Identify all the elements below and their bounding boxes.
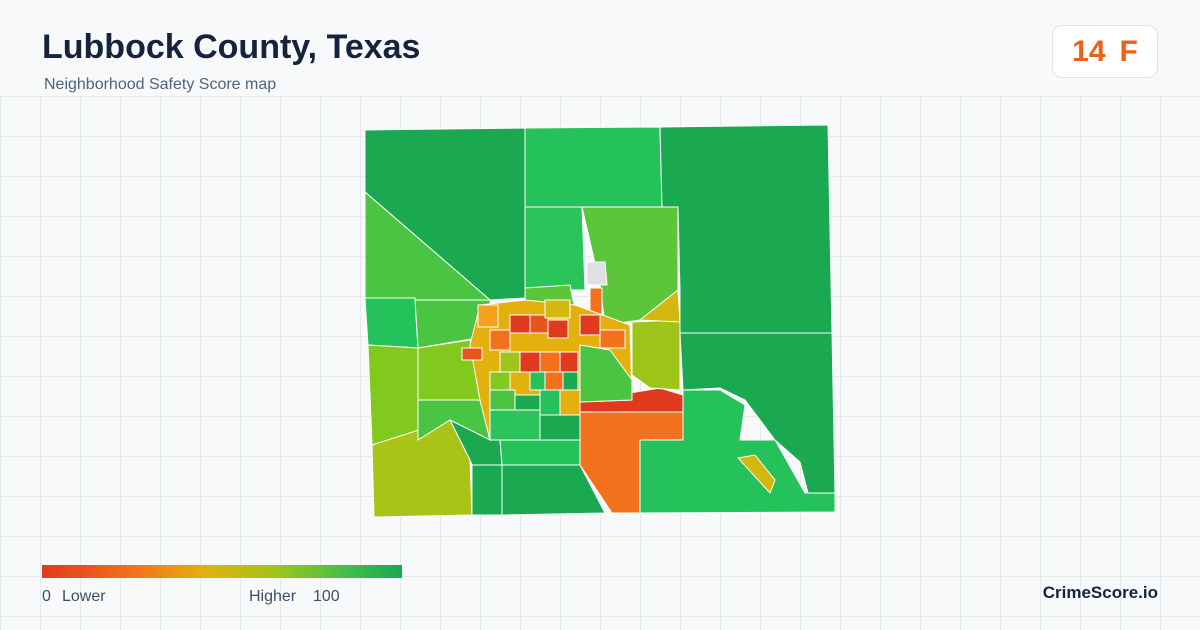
block xyxy=(489,409,541,441)
block xyxy=(477,304,499,328)
region xyxy=(586,261,608,286)
region xyxy=(471,464,503,516)
block xyxy=(489,329,511,351)
block xyxy=(539,389,561,416)
region xyxy=(659,124,833,334)
region xyxy=(364,297,419,349)
region xyxy=(524,126,663,208)
block xyxy=(539,351,561,373)
region xyxy=(364,127,526,301)
block xyxy=(562,371,579,391)
block xyxy=(529,371,546,391)
block xyxy=(509,314,531,334)
block xyxy=(539,414,581,441)
block xyxy=(489,371,511,391)
legend-min-label: Lower xyxy=(62,588,106,605)
block xyxy=(559,351,579,373)
legend-min: 0 xyxy=(42,588,51,605)
region xyxy=(417,399,491,441)
rating-grade: F xyxy=(1119,34,1138,68)
region xyxy=(499,439,581,466)
region xyxy=(638,289,681,323)
legend-max-label: Higher xyxy=(249,588,297,605)
region xyxy=(524,206,586,291)
region xyxy=(631,319,681,391)
header: Lubbock County, Texas Neighborhood Safet… xyxy=(0,0,1200,96)
city-blocks xyxy=(461,299,626,441)
block xyxy=(599,329,626,349)
block xyxy=(544,299,571,319)
subtitle: Neighborhood Safety Score map xyxy=(44,76,277,93)
brand: CrimeScore.io xyxy=(1042,583,1158,602)
block xyxy=(461,347,483,361)
title: Lubbock County, Texas xyxy=(42,28,421,66)
block xyxy=(544,371,564,391)
region xyxy=(679,332,836,494)
block xyxy=(519,351,541,373)
rating-badge: 14 F xyxy=(1052,25,1158,78)
block xyxy=(559,389,581,416)
block xyxy=(547,319,569,339)
block xyxy=(489,389,516,411)
legend-max: 100 xyxy=(313,588,340,605)
rating-score: 14 xyxy=(1072,34,1106,68)
region xyxy=(367,344,419,446)
block xyxy=(499,351,521,373)
block xyxy=(579,314,601,336)
region xyxy=(737,454,776,494)
legend-gradient xyxy=(42,565,402,578)
